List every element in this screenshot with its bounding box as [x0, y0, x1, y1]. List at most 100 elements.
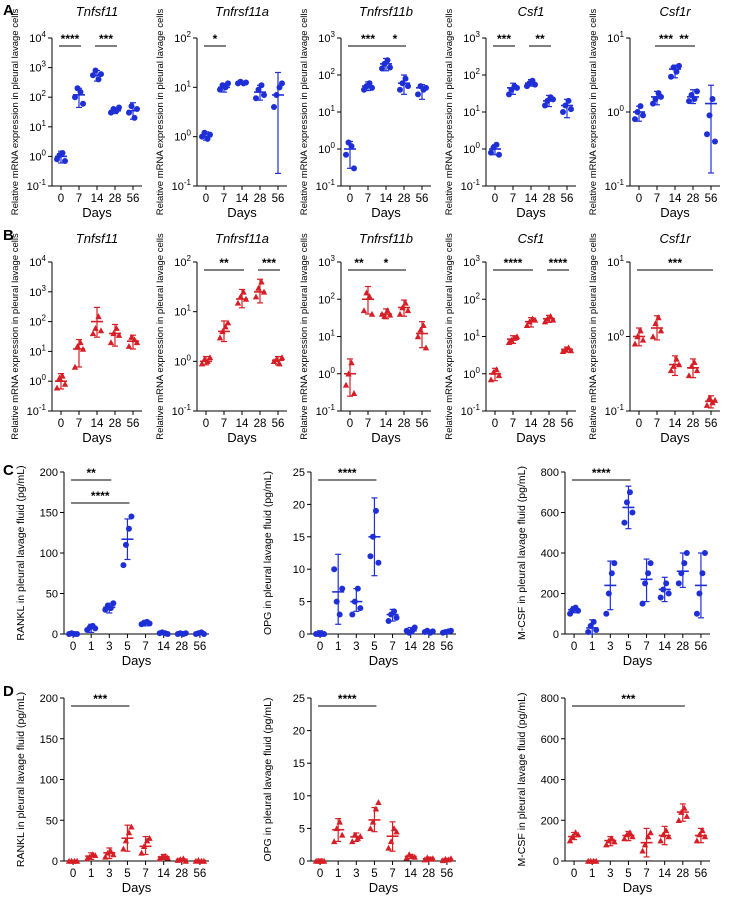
y-tick-label: 101 [463, 329, 480, 344]
x-tick-label: 56 [194, 641, 207, 653]
data-point [396, 310, 404, 317]
significance-label: **** [61, 32, 80, 46]
data-point [387, 838, 395, 845]
data-point [487, 376, 495, 383]
data-point [639, 336, 647, 343]
chart-title: Csf1r [659, 4, 691, 19]
data-point [506, 91, 512, 98]
y-tick-label: 5 [299, 823, 305, 835]
x-tick-label: 14 [91, 418, 104, 430]
y-tick-label: 25 [293, 693, 305, 705]
data-point [673, 355, 680, 362]
data-point [367, 553, 374, 560]
x-tick-label: 0 [492, 193, 498, 205]
x-tick-label: 1 [88, 868, 94, 880]
data-point [685, 372, 693, 379]
data-point [343, 151, 349, 158]
y-tick-label: 101 [607, 254, 624, 269]
x-tick-label: 7 [365, 193, 371, 205]
x-tick-label: 56 [561, 418, 574, 430]
x-axis-label: Days [82, 430, 112, 445]
significance-label: *** [99, 32, 113, 46]
x-tick-label: 14 [380, 193, 393, 205]
x-tick-label: 7 [510, 418, 516, 430]
x-tick-label: 3 [607, 641, 613, 653]
y-tick-label: 600 [541, 734, 559, 746]
data-point [92, 325, 99, 331]
data-point [560, 109, 566, 115]
data-point [133, 339, 141, 346]
x-tick-label: 56 [272, 193, 285, 205]
x-tick-label: 0 [58, 193, 64, 205]
x-tick-label: 28 [422, 641, 435, 653]
x-tick-label: 7 [389, 868, 395, 880]
x-tick-label: 5 [625, 641, 631, 653]
panel-letter-a: A [3, 2, 14, 19]
data-point [375, 559, 382, 566]
data-point [414, 333, 422, 340]
x-tick-label: 0 [636, 193, 642, 205]
significance-label: *** [93, 692, 107, 706]
x-axis-label: Days [660, 205, 690, 220]
data-point [125, 829, 133, 836]
x-tick-label: 7 [643, 641, 649, 653]
significance-label: ** [87, 466, 97, 480]
y-tick-label: 20 [293, 499, 305, 511]
data-point [116, 104, 122, 111]
y-tick-label: 101 [318, 329, 335, 344]
data-point [683, 550, 690, 556]
data-point [621, 835, 628, 842]
x-tick-label: 7 [76, 418, 82, 430]
x-tick-label: 5 [371, 868, 377, 880]
y-tick-label: 10-1 [172, 178, 192, 193]
y-axis-label: RANKL in pleural lavage fluid (pg/mL) [15, 692, 27, 867]
x-tick-label: 1 [335, 868, 341, 880]
data-point [261, 91, 267, 98]
y-tick-label: 103 [318, 30, 335, 45]
x-tick-label: 14 [404, 641, 417, 653]
significance-label: *** [668, 256, 682, 270]
chart-title: Csf1r [659, 231, 691, 246]
y-tick-label: 0 [299, 629, 305, 641]
data-point [342, 381, 350, 388]
y-tick-label: 103 [29, 284, 46, 299]
y-tick-label: 150 [40, 508, 58, 520]
x-tick-label: 0 [70, 868, 76, 880]
x-axis-label: Days [122, 880, 152, 895]
data-point [128, 103, 135, 110]
x-tick-label: 28 [254, 418, 267, 430]
data-point [206, 354, 214, 361]
data-point [278, 354, 286, 361]
data-point [665, 590, 672, 597]
significance-label: **** [91, 489, 110, 503]
data-point [415, 91, 421, 98]
data-point [128, 513, 135, 520]
y-axis-label: Relative mRNA expression in pleural lava… [10, 233, 21, 440]
data-point [668, 73, 674, 80]
x-tick-label: 28 [687, 193, 700, 205]
x-tick-label: 0 [317, 641, 323, 653]
y-tick-label: 10 [293, 791, 305, 803]
x-tick-label: 14 [236, 193, 249, 205]
x-tick-label: 0 [492, 418, 498, 430]
y-tick-label: 101 [29, 343, 46, 358]
x-tick-label: 28 [543, 418, 556, 430]
significance-label: **** [504, 256, 523, 270]
y-tick-label: 100 [318, 141, 335, 156]
x-tick-label: 14 [380, 418, 393, 430]
x-tick-label: 56 [127, 193, 140, 205]
significance-label: ** [354, 256, 364, 270]
data-point [603, 610, 610, 617]
y-tick-label: 10-1 [461, 403, 481, 418]
y-axis-label: Relative mRNA expression in pleural lava… [155, 233, 166, 440]
chart-title: Csf1 [518, 4, 545, 19]
data-point [657, 837, 664, 844]
chart-title: Csf1 [518, 231, 545, 246]
x-axis-label: Days [227, 205, 257, 220]
x-tick-label: 28 [687, 418, 700, 430]
data-point [712, 138, 718, 145]
data-point [367, 825, 374, 832]
y-tick-label: 600 [541, 508, 559, 520]
